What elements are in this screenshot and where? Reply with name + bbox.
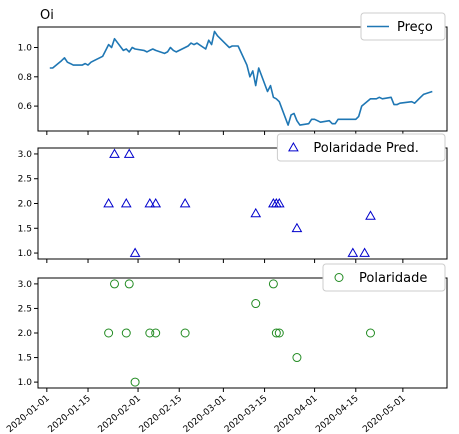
chart-panel-3: 1.0 1.5 2.0 2.5 3.0 Polaridade xyxy=(18,263,448,392)
predicted-polarity-marker xyxy=(144,197,156,208)
legend: Polaridade xyxy=(322,263,446,292)
x-tick-label: 2020-01-15 xyxy=(46,394,93,434)
legend-label: Polaridade xyxy=(359,271,427,286)
predicted-polarity-marker xyxy=(291,222,303,233)
y-tick-label: 1.5 xyxy=(18,354,32,364)
predicted-polarity-marker xyxy=(123,148,135,158)
y-tick-label: 0.6 xyxy=(18,102,33,112)
polarity-marker xyxy=(121,328,131,338)
legend-box xyxy=(322,263,446,292)
y-tick-label: 0.8 xyxy=(18,73,33,83)
x-tick-label: 2020-01-01 xyxy=(5,394,52,434)
y-tick-label: 1.0 xyxy=(18,44,33,54)
predicted-polarity-marker xyxy=(273,197,285,208)
polarity-marker xyxy=(268,279,278,289)
x-tick-label: 2020-02-15 xyxy=(138,394,185,434)
predicted-polarity-marker xyxy=(347,247,359,257)
y-tick-label: 2.0 xyxy=(18,329,33,339)
polarity-marker xyxy=(151,328,161,338)
polarity-marker xyxy=(145,328,155,338)
price-line xyxy=(49,30,433,126)
predicted-polarity-marker xyxy=(359,247,370,257)
predicted-polarity-marker xyxy=(365,210,376,220)
y-tick-label: 2.0 xyxy=(18,200,33,210)
y-tick-label: 3.0 xyxy=(18,150,33,160)
x-tick-label: 2020-03-01 xyxy=(182,394,229,434)
predicted-polarity-marker xyxy=(120,197,132,208)
y-tick-label: 1.0 xyxy=(18,249,33,259)
x-tick-label: 2020-04-01 xyxy=(273,394,320,434)
polarity-marker xyxy=(104,328,114,338)
plot-frame xyxy=(37,277,448,389)
y-tick-label: 1.0 xyxy=(18,378,33,388)
legend-triangle-swatch xyxy=(288,141,299,152)
polarity-marker xyxy=(180,328,190,338)
y-tick-label: 2.5 xyxy=(18,175,32,185)
legend: Polaridade Pred. xyxy=(276,133,446,162)
predicted-polarity-marker xyxy=(250,207,262,218)
legend-circle-swatch xyxy=(334,273,344,282)
chart-title: Oi xyxy=(40,8,54,23)
polarity-marker xyxy=(130,377,140,387)
chart-panel-1: 0.6 0.8 1.0 Preço Oi xyxy=(18,8,448,135)
predicted-polarity-marker xyxy=(179,197,191,208)
x-tick-label: 2020-02-01 xyxy=(96,394,143,434)
x-tick-label: 2020-05-01 xyxy=(361,394,408,434)
legend-box xyxy=(276,133,446,162)
polarity-marker xyxy=(110,279,120,289)
x-tick-label: 2020-04-15 xyxy=(314,394,361,434)
chart-panel-2: 1.0 1.5 2.0 2.5 3.0 Polaridade Pred. xyxy=(18,133,448,263)
polarity-marker xyxy=(251,299,261,309)
legend-label: Polaridade Pred. xyxy=(313,141,419,156)
polarity-marker xyxy=(365,328,375,338)
plot-frame xyxy=(37,147,448,260)
predicted-polarity-marker xyxy=(150,197,162,208)
predicted-polarity-marker xyxy=(129,247,141,257)
legend: Preço xyxy=(360,12,446,41)
legend-label: Preço xyxy=(397,20,433,35)
predicted-polarity-marker xyxy=(103,197,114,208)
plot-frame xyxy=(37,26,448,132)
polarity-marker xyxy=(124,279,134,289)
polarity-marker xyxy=(274,328,284,338)
x-tick-label: 2020-03-15 xyxy=(223,394,270,434)
y-tick-label: 3.0 xyxy=(18,280,33,290)
legend-box xyxy=(360,12,446,41)
y-tick-label: 2.5 xyxy=(18,304,32,314)
polarity-marker xyxy=(292,353,302,363)
polarity-marker xyxy=(271,328,281,338)
predicted-polarity-marker xyxy=(109,148,120,158)
y-tick-label: 1.5 xyxy=(18,224,32,234)
